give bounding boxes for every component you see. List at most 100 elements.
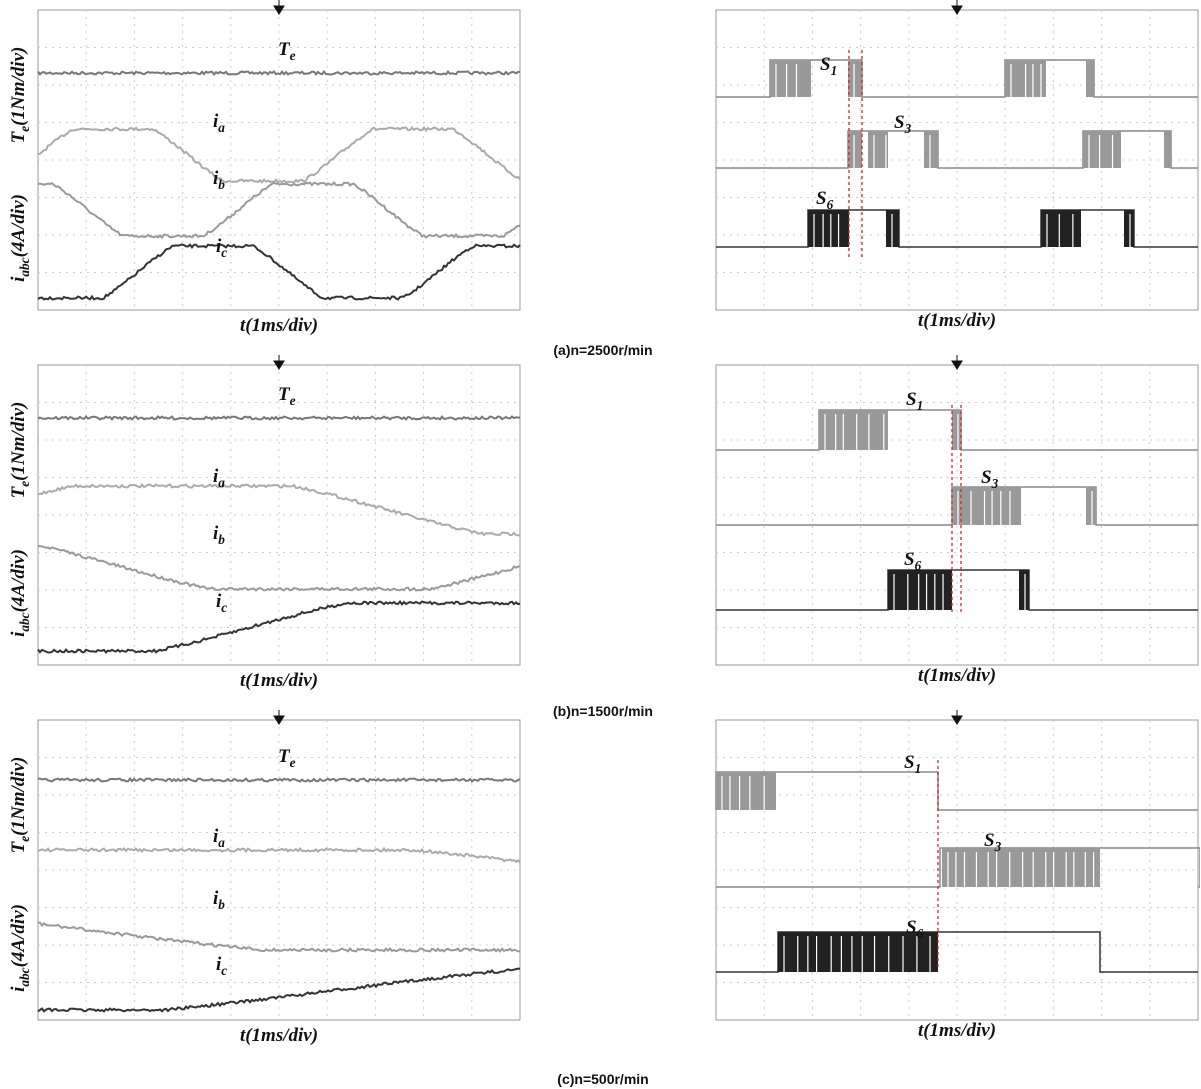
figure: TeiaibicTe(1Nm/div)iabc(4A/div)t(1ms/div… — [0, 0, 1200, 1089]
waveform — [38, 779, 520, 782]
label-base: S — [981, 467, 992, 488]
label-subscript: b — [218, 532, 225, 547]
label-unit: (1ms/div) — [923, 310, 996, 331]
pwm-block — [716, 772, 776, 810]
x-axis-label: t(1ms/div) — [240, 670, 318, 691]
label-subscript: a — [218, 475, 225, 490]
pwm-block — [848, 131, 862, 168]
label-subscript: e — [290, 755, 296, 770]
waveform — [38, 417, 520, 420]
pwm-block — [1019, 570, 1029, 610]
y-axis-label: Te(1Nm/div) — [8, 757, 32, 854]
caption: (b)n=1500r/min — [553, 703, 653, 719]
label-subscript: 6 — [917, 926, 924, 941]
pwm-block — [952, 487, 1021, 525]
label-subscript: 3 — [991, 476, 999, 491]
trace-label: S6 — [904, 549, 922, 573]
label-unit: (1Nm/div) — [8, 757, 29, 836]
caption: (c)n=500r/min — [557, 1071, 648, 1087]
label-subscript: e — [290, 48, 296, 63]
trigger-marker — [274, 710, 284, 724]
trace-label: Te — [278, 39, 296, 63]
label-base: S — [816, 188, 827, 209]
label-unit: (4A/div) — [8, 194, 29, 257]
trace-label: ia — [213, 111, 225, 135]
trace-label: Te — [278, 746, 296, 770]
trace-label: ic — [216, 591, 227, 615]
pwm-block — [942, 848, 1100, 887]
pwm-block — [868, 131, 888, 168]
y-axis-label: iabc(4A/div) — [8, 194, 32, 282]
x-axis-label: t(1ms/div) — [918, 665, 996, 686]
label-subscript: abc — [17, 612, 32, 631]
x-axis-label: t(1ms/div) — [240, 315, 318, 336]
y-axis-label: iabc(4A/div) — [8, 549, 32, 637]
label-subscript: 1 — [831, 63, 838, 78]
label-unit: (1ms/div) — [245, 315, 318, 336]
pwm-block — [848, 60, 862, 97]
label-subscript: 1 — [917, 398, 924, 413]
waveform — [38, 602, 520, 653]
trace-label: S6 — [816, 188, 834, 212]
label-subscript: b — [218, 177, 225, 192]
label-base: S — [906, 389, 917, 410]
label-unit: (1ms/div) — [245, 670, 318, 691]
trace-label: ia — [213, 826, 225, 850]
y-axis-label: Te(1Nm/div) — [8, 402, 32, 499]
label-base: S — [894, 112, 905, 133]
label-unit: (4A/div) — [8, 904, 29, 967]
y-axis-label: iabc(4A/div) — [8, 904, 32, 992]
trace-label: ic — [216, 236, 227, 260]
label-subscript: 6 — [827, 197, 834, 212]
label-subscript: c — [221, 600, 227, 615]
label-base: S — [820, 54, 831, 75]
waveform — [38, 72, 520, 75]
label-unit: (1ms/div) — [245, 1025, 318, 1046]
trace-label: S3 — [984, 830, 1002, 854]
trace-label: Te — [278, 384, 296, 408]
label-subscript: 3 — [904, 121, 912, 136]
trace-label: S1 — [820, 54, 837, 78]
caption: (a)n=2500r/min — [553, 342, 652, 358]
trace-label: ib — [213, 168, 225, 192]
pwm-block — [1086, 487, 1096, 525]
trace-label: ib — [213, 523, 225, 547]
trigger-marker — [274, 0, 284, 14]
waveform — [38, 183, 520, 238]
x-axis-label: t(1ms/div) — [918, 310, 996, 331]
waveform — [38, 128, 520, 183]
pwm-block — [888, 570, 952, 610]
waveform — [38, 969, 520, 1012]
label-unit: (1ms/div) — [923, 1020, 996, 1041]
pwm-block — [1164, 131, 1171, 168]
label-subscript: 3 — [994, 839, 1002, 854]
label-subscript: abc — [17, 257, 32, 276]
label-subscript: abc — [17, 967, 32, 986]
pwm-block — [952, 410, 961, 450]
label-unit: (4A/div) — [8, 549, 29, 612]
label-subscript: c — [221, 245, 227, 260]
pwm-block — [819, 410, 888, 450]
trace-label: S1 — [906, 389, 923, 413]
label-subscript: c — [221, 963, 227, 978]
y-axis-label: Te(1Nm/div) — [8, 47, 32, 144]
trigger-marker — [274, 355, 284, 369]
scope-frame — [716, 10, 1198, 310]
label-unit: (1Nm/div) — [8, 47, 29, 126]
pwm-block — [924, 131, 938, 168]
trigger-marker — [952, 710, 962, 724]
label-subscript: b — [218, 897, 225, 912]
label-unit: (1Nm/div) — [8, 402, 29, 481]
x-axis-label: t(1ms/div) — [918, 1020, 996, 1041]
trace-label: S1 — [904, 752, 921, 776]
pwm-block — [1086, 60, 1094, 97]
trace-label: S6 — [906, 917, 924, 941]
trace-label: ic — [216, 954, 227, 978]
pwm-block — [778, 932, 938, 972]
pwm-block — [1124, 210, 1134, 247]
label-unit: (1ms/div) — [923, 665, 996, 686]
label-base: S — [904, 549, 915, 570]
label-subscript: e — [290, 393, 296, 408]
label-base: S — [906, 917, 917, 938]
trace-label: ia — [213, 466, 225, 490]
